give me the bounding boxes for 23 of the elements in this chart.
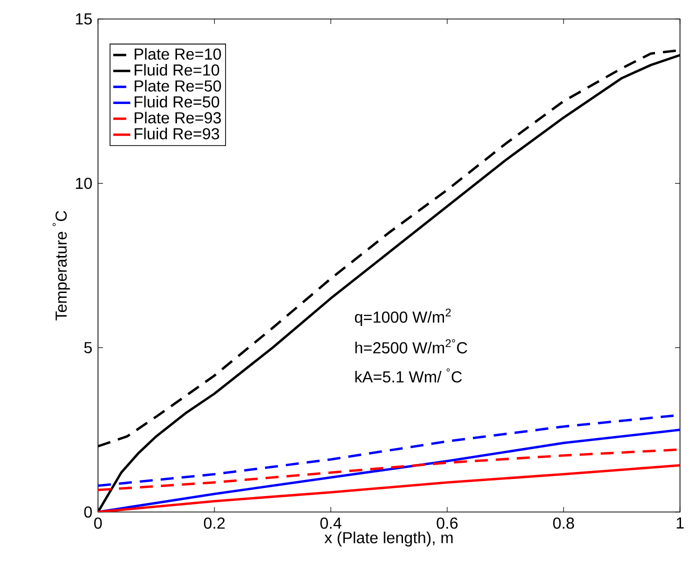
- x-tick-label: 0: [94, 518, 102, 529]
- y-tick-label: 10: [76, 178, 92, 189]
- y-axis-title: Temperature $^{°}$C: [52, 210, 70, 320]
- y-tick-label: 15: [76, 13, 92, 25]
- legend-label: Plate Re=10: [134, 48, 221, 60]
- x-axis-title: x (Plate length), m: [324, 532, 453, 546]
- annotation: kA=5.1 Wm/ $^{°}$C: [355, 368, 462, 383]
- legend-label: Plate Re=93: [134, 112, 221, 124]
- x-tick-label: 0.4: [320, 518, 342, 529]
- legend-label: Plate Re=50: [134, 80, 221, 92]
- annotation: h=2500 W/m$^{2°}$C: [355, 339, 468, 354]
- annotation: q=1000 W/m$^{2}$: [354, 308, 451, 326]
- y-tick-label: 5: [84, 342, 92, 354]
- legend-label: Fluid Re=93: [134, 128, 220, 140]
- x-tick-label: 0.6: [436, 518, 458, 529]
- line-series: [98, 428, 680, 512]
- line-series: [98, 464, 680, 512]
- x-tick-label: 0.2: [204, 518, 225, 529]
- legend-label: Fluid Re=10: [134, 64, 220, 76]
- y-tick-label: 0: [84, 506, 92, 518]
- x-tick-label: 1: [676, 518, 684, 528]
- legend-label: Fluid Re=50: [134, 96, 220, 108]
- x-tick-label: 0.8: [553, 518, 574, 529]
